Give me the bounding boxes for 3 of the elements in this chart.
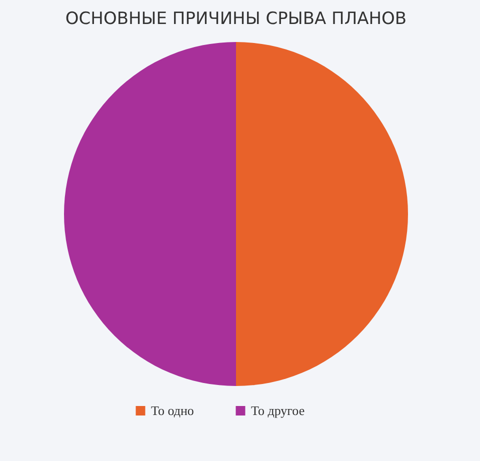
chart-title: ОСНОВНЫЕ ПРИЧИНЫ СРЫВА ПЛАНОВ: [65, 9, 407, 29]
legend-label: То другое: [251, 402, 305, 418]
legend-label: То одно: [151, 402, 194, 418]
